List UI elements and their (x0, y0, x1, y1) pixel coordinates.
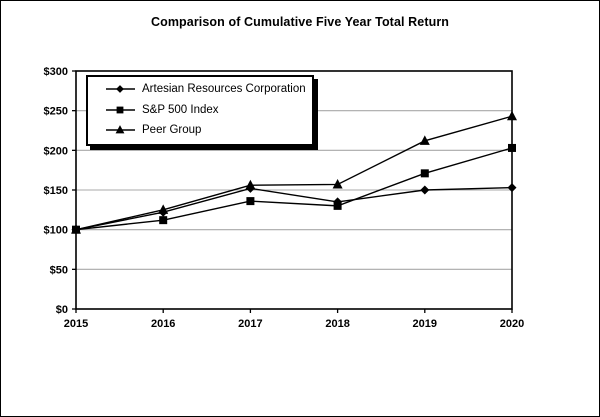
square-marker-icon (106, 106, 135, 114)
x-tick-label: 2018 (325, 318, 349, 330)
y-tick-label: $100 (44, 225, 68, 237)
series-artesian-resources-corporation (71, 183, 517, 235)
x-tick-label: 2019 (413, 318, 437, 330)
y-tick-label: $150 (44, 185, 68, 197)
y-tick-label: $0 (56, 304, 68, 316)
legend-box: Artesian Resources Corporation S&P 500 In… (86, 75, 314, 146)
series-peer-group (71, 110, 517, 234)
y-tick-label: $300 (44, 66, 68, 78)
y-axis: $0 $50 $100 $150 $200 $250 $300 (44, 66, 76, 316)
x-tick-label: 2017 (238, 318, 262, 330)
x-axis: 2015 2016 2017 2018 2019 2020 (64, 309, 524, 330)
legend-item: Peer Group (88, 120, 312, 141)
legend-item: Artesian Resources Corporation (88, 79, 312, 100)
x-tick-label: 2015 (64, 318, 88, 330)
x-tick-label: 2020 (500, 318, 524, 330)
y-tick-label: $250 (44, 106, 68, 118)
legend-label: Artesian Resources Corporation (142, 83, 306, 96)
chart-title: Comparison of Cumulative Five Year Total… (150, 15, 450, 29)
diamond-marker-icon (106, 85, 135, 94)
legend-item: S&P 500 Index (88, 100, 312, 121)
legend-label: Peer Group (142, 124, 202, 137)
y-tick-label: $50 (50, 264, 68, 276)
y-tick-label: $200 (44, 145, 68, 157)
triangle-marker-icon (106, 125, 135, 134)
x-tick-label: 2016 (151, 318, 175, 330)
legend-label: S&P 500 Index (142, 103, 219, 116)
